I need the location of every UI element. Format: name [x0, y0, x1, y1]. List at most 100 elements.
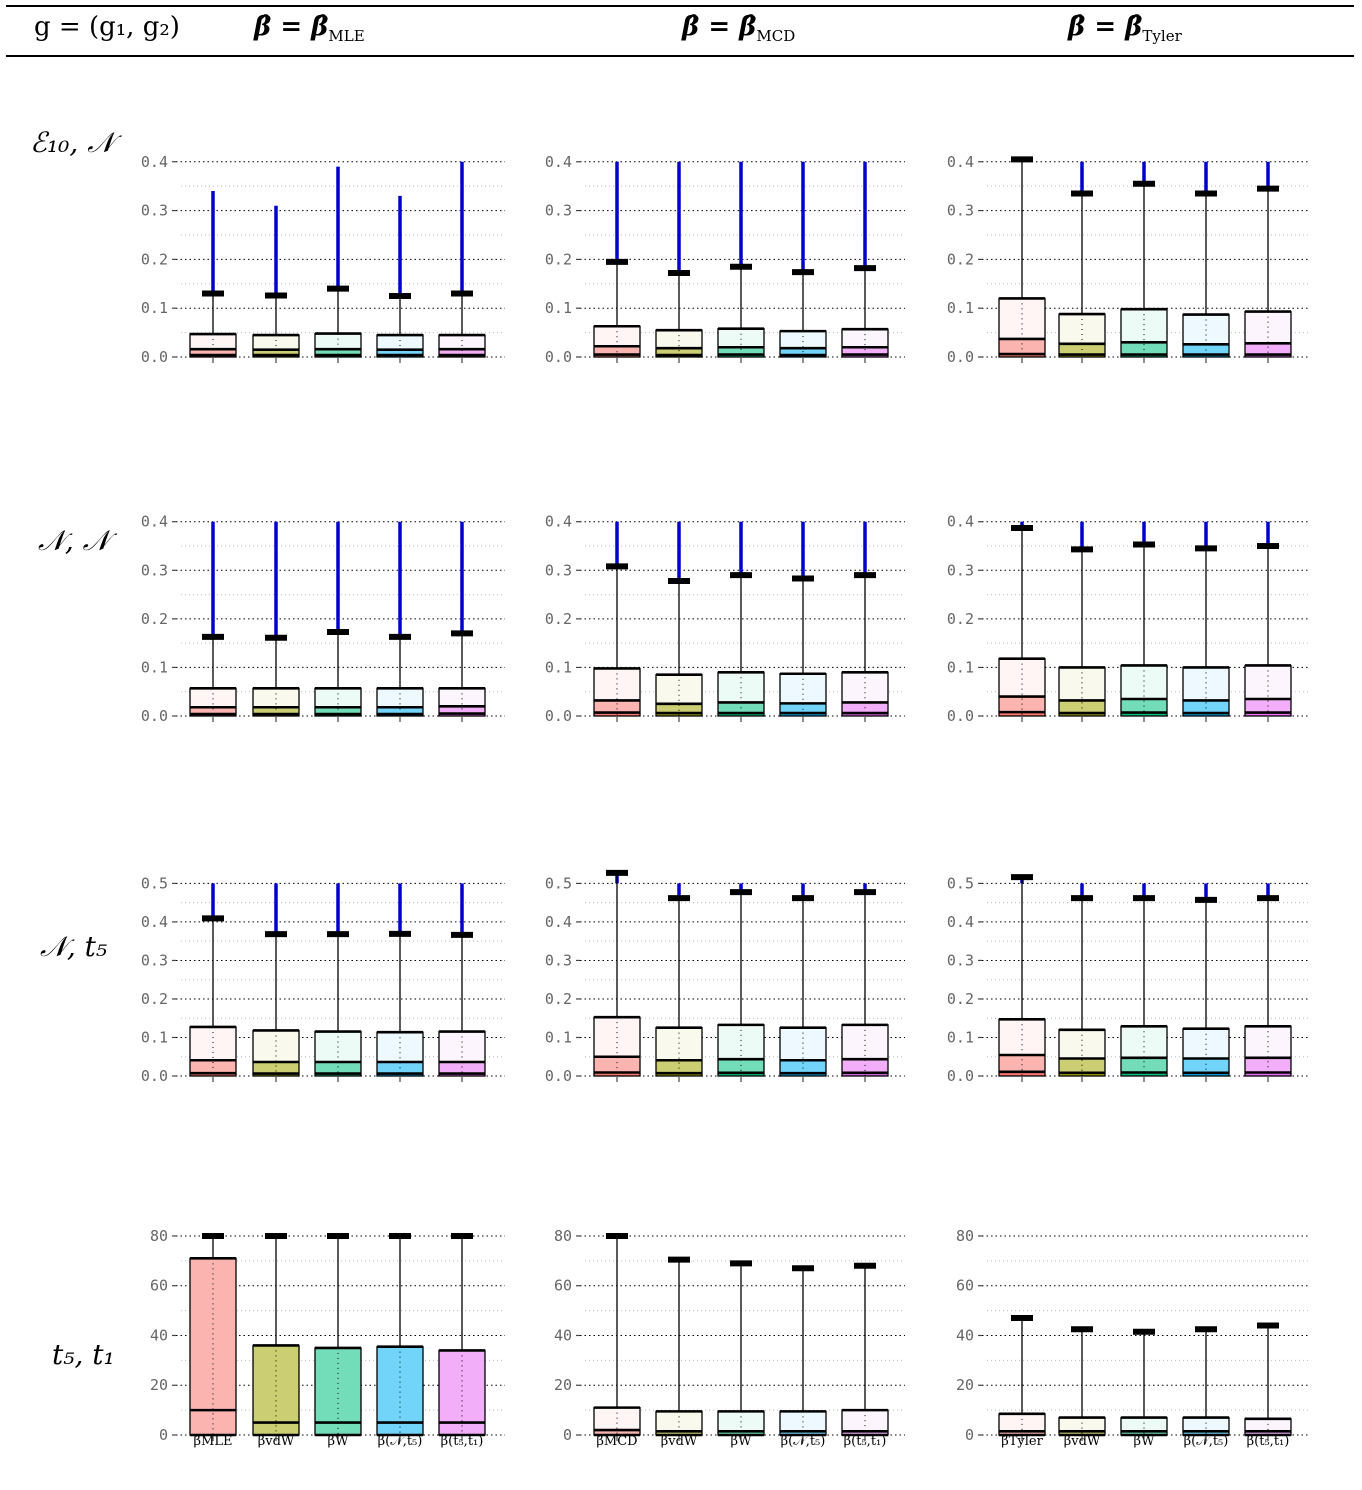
ytick-label-r3c1-0: 0	[563, 1426, 572, 1444]
ytick-label-r2c0-5: 0.5	[141, 874, 168, 892]
box-upper-r2c2-b3	[1183, 1028, 1229, 1059]
box-base-r2c1-b3	[780, 1073, 826, 1076]
box-base-r1c2-b3	[1183, 713, 1229, 716]
box-lower-r3c1-b3	[780, 1431, 826, 1435]
header-col3-text: β̂ = β̂	[1068, 12, 1143, 42]
box-lower-r0c2-b2	[1121, 342, 1167, 355]
ytick-label-r1c0-1: 0.1	[141, 658, 168, 676]
ytick-label-r2c1-0: 0.0	[545, 1067, 572, 1085]
box-lower-r2c2-b0	[999, 1054, 1045, 1072]
ytick-label-r1c1-0: 0.0	[545, 707, 572, 725]
ytick-label-r3c2-4: 80	[956, 1227, 974, 1245]
box-upper-r2c1-b3	[780, 1027, 826, 1061]
box-upper-r1c1-b1	[656, 674, 702, 704]
box-lower-r3c1-b0	[594, 1430, 640, 1435]
header-col0-text: g = (g₁, g₂)	[34, 12, 180, 42]
box-upper-r0c2-b1	[1059, 314, 1105, 344]
box-upper-r0c2-b2	[1121, 309, 1167, 343]
ytick-label-r1c1-1: 0.1	[545, 658, 572, 676]
ytick-label-r1c0-3: 0.3	[141, 561, 168, 579]
ytick-label-r2c0-4: 0.4	[141, 913, 168, 931]
box-lower-r0c0-b4	[439, 349, 485, 356]
xlabel-c1-0: β̂MCD	[596, 1434, 638, 1449]
ytick-label-r3c1-4: 80	[554, 1227, 572, 1245]
box-base-r1c1-b1	[656, 713, 702, 716]
box-base-r2c2-b0	[999, 1071, 1045, 1076]
ytick-label-r2c0-1: 0.1	[141, 1028, 168, 1046]
box-lower-r2c0-b1	[253, 1061, 299, 1074]
ytick-label-r1c2-4: 0.4	[947, 513, 974, 531]
box-lower-r1c1-b1	[656, 703, 702, 714]
box-lower-r2c1-b3	[780, 1060, 826, 1074]
box-lower-r2c1-b2	[718, 1059, 764, 1073]
header-col1-sub: MLE	[328, 27, 365, 45]
xlabel-c2-2: βW	[1133, 1434, 1155, 1449]
ytick-label-r1c1-2: 0.2	[545, 610, 572, 628]
box-base-r2c0-b0	[190, 1073, 236, 1076]
box-base-r2c1-b2	[718, 1072, 764, 1076]
box-base-r1c2-b4	[1245, 712, 1291, 716]
box-base-r1c1-b2	[718, 713, 764, 716]
ytick-label-r1c2-1: 0.1	[947, 658, 974, 676]
ytick-label-r0c0-4: 0.4	[141, 153, 168, 171]
box-upper-r3c2-b0	[999, 1413, 1045, 1432]
box-lower-r3c0-b1	[253, 1422, 299, 1435]
row-label-2: 𝒩, t₅	[40, 930, 108, 963]
box-lower-r0c1-b4	[842, 347, 888, 355]
box-base-r2c2-b1	[1059, 1072, 1105, 1076]
ytick-label-r3c2-2: 40	[956, 1326, 974, 1344]
box-lower-r3c1-b1	[656, 1431, 702, 1435]
box-upper-r2c0-b0	[190, 1026, 236, 1061]
ytick-label-r3c2-0: 0	[965, 1426, 974, 1444]
box-lower-r1c2-b1	[1059, 700, 1105, 714]
header-col2-sub: MCD	[756, 27, 796, 45]
box-upper-r1c2-b3	[1183, 667, 1229, 701]
header-col3: β̂ = β̂Tyler	[1068, 12, 1182, 45]
ytick-label-r0c1-2: 0.2	[545, 250, 572, 268]
box-upper-r3c1-b2	[718, 1411, 764, 1432]
ytick-label-r3c2-1: 20	[956, 1376, 974, 1394]
ytick-label-r0c2-2: 0.2	[947, 250, 974, 268]
box-upper-r1c1-b0	[594, 668, 640, 701]
box-upper-r0c0-b0	[190, 334, 236, 350]
box-lower-r0c0-b3	[377, 349, 423, 356]
box-upper-r1c2-b0	[999, 658, 1045, 697]
box-lower-r2c0-b0	[190, 1060, 236, 1074]
box-upper-r0c1-b2	[718, 328, 764, 348]
ytick-label-r0c1-4: 0.4	[545, 153, 572, 171]
ytick-label-r2c2-2: 0.2	[947, 990, 974, 1008]
xlabel-c1-3: β(𝒩,t₅)	[780, 1434, 826, 1449]
box-base-r2c2-b2	[1121, 1072, 1167, 1076]
xlabel-c2-3: β(𝒩,t₅)	[1183, 1434, 1229, 1449]
ytick-label-r2c2-3: 0.3	[947, 951, 974, 969]
ytick-label-r2c2-5: 0.5	[947, 874, 974, 892]
row-label-3: t₅, t₁	[52, 1338, 115, 1371]
header-col0: g = (g₁, g₂)	[34, 12, 180, 42]
box-lower-r2c0-b4	[439, 1061, 485, 1074]
box-lower-r3c2-b0	[999, 1431, 1045, 1435]
box-upper-r2c0-b3	[377, 1032, 423, 1062]
box-lower-r1c1-b3	[780, 703, 826, 714]
box-lower-r1c1-b0	[594, 700, 640, 713]
box-upper-r2c1-b1	[656, 1027, 702, 1061]
ytick-label-r1c1-3: 0.3	[545, 561, 572, 579]
box-base-r2c1-b1	[656, 1073, 702, 1076]
box-lower-r3c1-b4	[842, 1431, 888, 1435]
box-lower-r0c2-b3	[1183, 344, 1229, 355]
ytick-label-r3c2-3: 60	[956, 1277, 974, 1295]
box-upper-r0c0-b2	[315, 333, 361, 350]
ytick-label-r2c2-1: 0.1	[947, 1028, 974, 1046]
box-upper-r1c0-b3	[377, 688, 423, 708]
header-col2-text: β̂ = β̂	[682, 12, 757, 42]
ytick-label-r3c0-3: 60	[150, 1277, 168, 1295]
ytick-label-r0c0-1: 0.1	[141, 299, 168, 317]
box-upper-r0c1-b4	[842, 329, 888, 348]
box-base-r2c1-b4	[842, 1072, 888, 1076]
ytick-label-r3c1-2: 40	[554, 1326, 572, 1344]
ytick-label-r2c2-4: 0.4	[947, 913, 974, 931]
ytick-label-r1c0-4: 0.4	[141, 513, 168, 531]
xlabel-c0-0: β̂MLE	[193, 1434, 233, 1449]
box-upper-r0c0-b4	[439, 335, 485, 350]
box-upper-r0c1-b1	[656, 330, 702, 349]
box-lower-r1c0-b0	[190, 707, 236, 715]
